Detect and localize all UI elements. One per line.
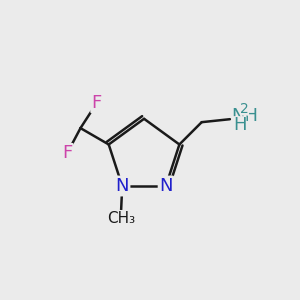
Text: F: F — [62, 144, 72, 162]
Text: N: N — [159, 177, 172, 195]
Text: H: H — [233, 116, 246, 134]
Text: F: F — [92, 94, 102, 112]
Text: CH₃: CH₃ — [107, 211, 135, 226]
Text: 2: 2 — [240, 102, 249, 116]
Text: N: N — [116, 177, 129, 195]
Text: NH: NH — [231, 106, 258, 124]
